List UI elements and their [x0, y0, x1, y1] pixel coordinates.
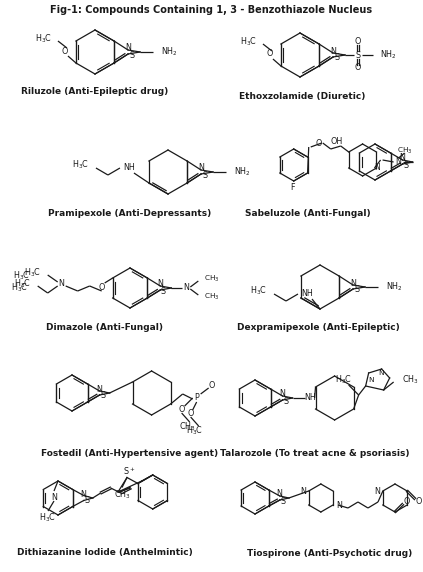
Text: S: S [280, 496, 286, 506]
Text: H$_3$C: H$_3$C [335, 374, 352, 386]
Text: O: O [99, 284, 105, 292]
Text: O: O [416, 498, 422, 506]
Text: Dithiazanine Iodide (Anthelmintic): Dithiazanine Iodide (Anthelmintic) [17, 549, 193, 558]
Text: Dexpramipexole (Anti-Epileptic): Dexpramipexole (Anti-Epileptic) [236, 323, 399, 332]
Text: N: N [336, 500, 342, 510]
Text: Sabeluzole (Anti-Fungal): Sabeluzole (Anti-Fungal) [245, 209, 371, 217]
Text: S: S [355, 50, 361, 59]
Text: Pramipexole (Anti-Depressants): Pramipexole (Anti-Depressants) [48, 209, 212, 217]
Text: S: S [100, 391, 105, 400]
Text: N: N [350, 279, 356, 288]
Text: OH: OH [331, 137, 343, 146]
Text: CH$_3$: CH$_3$ [397, 146, 412, 156]
Text: S: S [354, 285, 360, 295]
Text: N: N [125, 43, 131, 53]
Text: O: O [267, 50, 273, 58]
Text: H$_3$C: H$_3$C [11, 282, 28, 294]
Text: N: N [184, 283, 189, 292]
Text: S: S [335, 54, 340, 62]
Text: N: N [375, 164, 380, 173]
Text: S: S [129, 50, 135, 59]
Text: H$_3$C: H$_3$C [240, 35, 257, 48]
Text: Riluzole (Anti-Epileptic drug): Riluzole (Anti-Epileptic drug) [22, 88, 169, 97]
Text: CH$_3$: CH$_3$ [114, 488, 130, 500]
Text: N: N [378, 370, 383, 376]
Text: O: O [62, 46, 68, 55]
Text: H$_3$C: H$_3$C [24, 267, 41, 279]
Text: NH$_2$: NH$_2$ [380, 49, 397, 61]
Text: H$_3$C: H$_3$C [14, 278, 31, 290]
Text: N: N [400, 153, 406, 162]
Text: N: N [396, 157, 401, 165]
Text: N: N [198, 164, 204, 173]
Text: O: O [404, 496, 410, 506]
Text: N: N [276, 490, 282, 499]
Text: NH: NH [123, 164, 135, 173]
Text: S: S [84, 496, 89, 505]
Text: F: F [291, 184, 295, 193]
Text: O: O [187, 410, 194, 419]
Text: NH$_2$: NH$_2$ [234, 166, 251, 178]
Text: H$_3$C: H$_3$C [35, 33, 52, 45]
Text: N: N [300, 487, 306, 495]
Text: N: N [59, 280, 65, 288]
Text: S$^+$: S$^+$ [123, 466, 135, 478]
Text: CH$_3$: CH$_3$ [402, 374, 418, 386]
Text: S: S [161, 287, 166, 296]
Text: N: N [80, 490, 86, 499]
Text: CH$_3$: CH$_3$ [179, 421, 196, 433]
Text: O: O [355, 63, 361, 73]
Text: H$_3$C: H$_3$C [39, 512, 57, 525]
Text: H$_3$C: H$_3$C [250, 285, 267, 297]
Text: Tiospirone (Anti-Psychotic drug): Tiospirone (Anti-Psychotic drug) [247, 549, 412, 558]
Text: Talarozole (To treat acne & psoriasis): Talarozole (To treat acne & psoriasis) [220, 448, 410, 458]
Text: NH$_2$: NH$_2$ [386, 281, 403, 293]
Text: NH: NH [301, 289, 313, 299]
Text: Fig-1: Compounds Containing 1, 3 - Benzothiazole Nucleus: Fig-1: Compounds Containing 1, 3 - Benzo… [50, 5, 372, 15]
Text: P: P [194, 394, 199, 403]
Text: Dimazole (Anti-Fungal): Dimazole (Anti-Fungal) [47, 323, 164, 332]
Text: S: S [403, 161, 408, 169]
Text: S: S [283, 396, 288, 406]
Text: N: N [157, 280, 163, 288]
Text: CH$_3$: CH$_3$ [204, 274, 220, 284]
Text: CH$_3$: CH$_3$ [204, 292, 220, 302]
Text: N: N [330, 46, 336, 55]
Text: N: N [280, 390, 286, 399]
Text: O: O [316, 140, 322, 149]
Text: NH: NH [305, 394, 316, 403]
Text: N: N [374, 487, 380, 495]
Text: Fostedil (Anti-Hypertensive agent): Fostedil (Anti-Hypertensive agent) [41, 448, 219, 458]
Text: N: N [368, 377, 374, 383]
Text: H$_3$C: H$_3$C [13, 270, 30, 282]
Text: O: O [179, 406, 185, 415]
Text: NH$_2$: NH$_2$ [161, 46, 178, 58]
Text: O: O [209, 380, 215, 390]
Text: N: N [96, 384, 102, 394]
Text: Ethoxzolamide (Diuretic): Ethoxzolamide (Diuretic) [239, 93, 365, 101]
Text: S: S [203, 170, 208, 180]
Text: N: N [51, 492, 57, 502]
Text: H$_3$C: H$_3$C [72, 159, 89, 171]
Text: H$_3$C: H$_3$C [186, 425, 203, 437]
Text: O: O [355, 38, 361, 46]
